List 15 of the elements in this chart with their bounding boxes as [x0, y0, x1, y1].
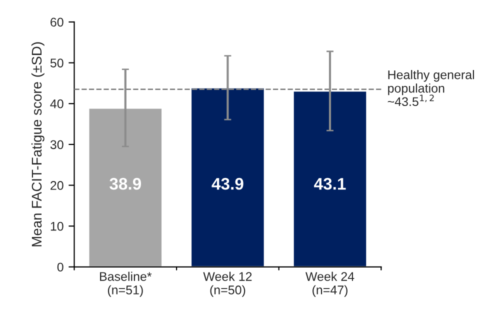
y-tick-label: 0 — [57, 262, 64, 272]
y-tick-label: 40 — [50, 99, 64, 108]
x-tick-label: Week 12 (n=50) — [203, 272, 252, 297]
y-tick-label: 50 — [50, 58, 64, 68]
x-tick-label: Week 24 (n=47) — [306, 272, 354, 297]
data-label: 43.9 — [212, 178, 244, 190]
y-tick-label: 30 — [50, 140, 64, 150]
y-tick-label: 10 — [50, 222, 64, 231]
x-tick-label: Baseline* (n=51) — [100, 272, 152, 297]
y-axis-title: Mean FACIT-Fatigue score (±SD) — [31, 42, 44, 246]
data-label: 43.1 — [314, 178, 346, 190]
y-tick-label: 60 — [50, 18, 64, 27]
ref-line-label: Healthy general population ~43.5$^{1,2}$ — [388, 70, 474, 106]
data-label: 38.9 — [110, 178, 142, 190]
y-tick-label: 20 — [50, 181, 64, 190]
